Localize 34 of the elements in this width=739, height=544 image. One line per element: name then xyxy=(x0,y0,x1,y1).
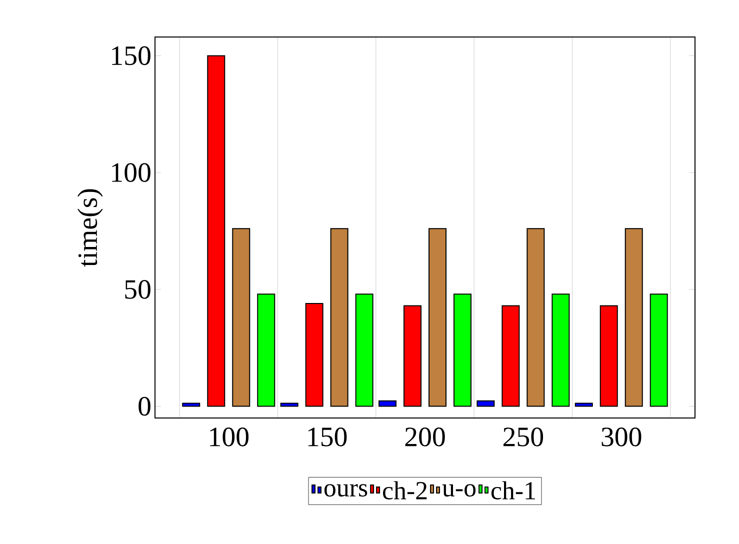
y-axis-title: time(s) xyxy=(78,189,103,267)
bar xyxy=(428,228,446,407)
legend-label: ch-1 xyxy=(491,481,535,500)
bar xyxy=(600,305,618,407)
bar xyxy=(552,294,570,407)
bar xyxy=(502,305,520,407)
x-tick-label: 200 xyxy=(405,428,445,446)
bar xyxy=(207,55,226,407)
bar xyxy=(476,400,495,407)
bar xyxy=(305,302,324,407)
bar xyxy=(454,294,472,407)
bar xyxy=(257,294,276,407)
y-tick-label: 50 xyxy=(125,280,150,299)
x-tick-label: 150 xyxy=(308,428,347,446)
bar xyxy=(182,402,200,407)
legend-label: ch-2 xyxy=(383,481,427,500)
legend-label: u-o xyxy=(442,484,476,497)
bar xyxy=(574,402,593,407)
bar xyxy=(404,305,422,407)
bar xyxy=(355,294,374,407)
x-tick-label: 300 xyxy=(602,428,642,446)
y-tick-label: 0 xyxy=(138,396,150,416)
y-tick-label: 150 xyxy=(112,46,150,66)
x-tick-label: 100 xyxy=(210,428,248,446)
bar xyxy=(232,228,250,407)
bar xyxy=(378,400,396,407)
bar xyxy=(650,294,668,407)
y-tick-label: 100 xyxy=(112,163,150,182)
x-tick-label: 250 xyxy=(503,428,544,446)
bar xyxy=(330,228,348,407)
bar xyxy=(624,228,643,407)
bar xyxy=(526,228,545,407)
bar xyxy=(280,402,298,407)
legend-label: ours xyxy=(324,484,368,497)
